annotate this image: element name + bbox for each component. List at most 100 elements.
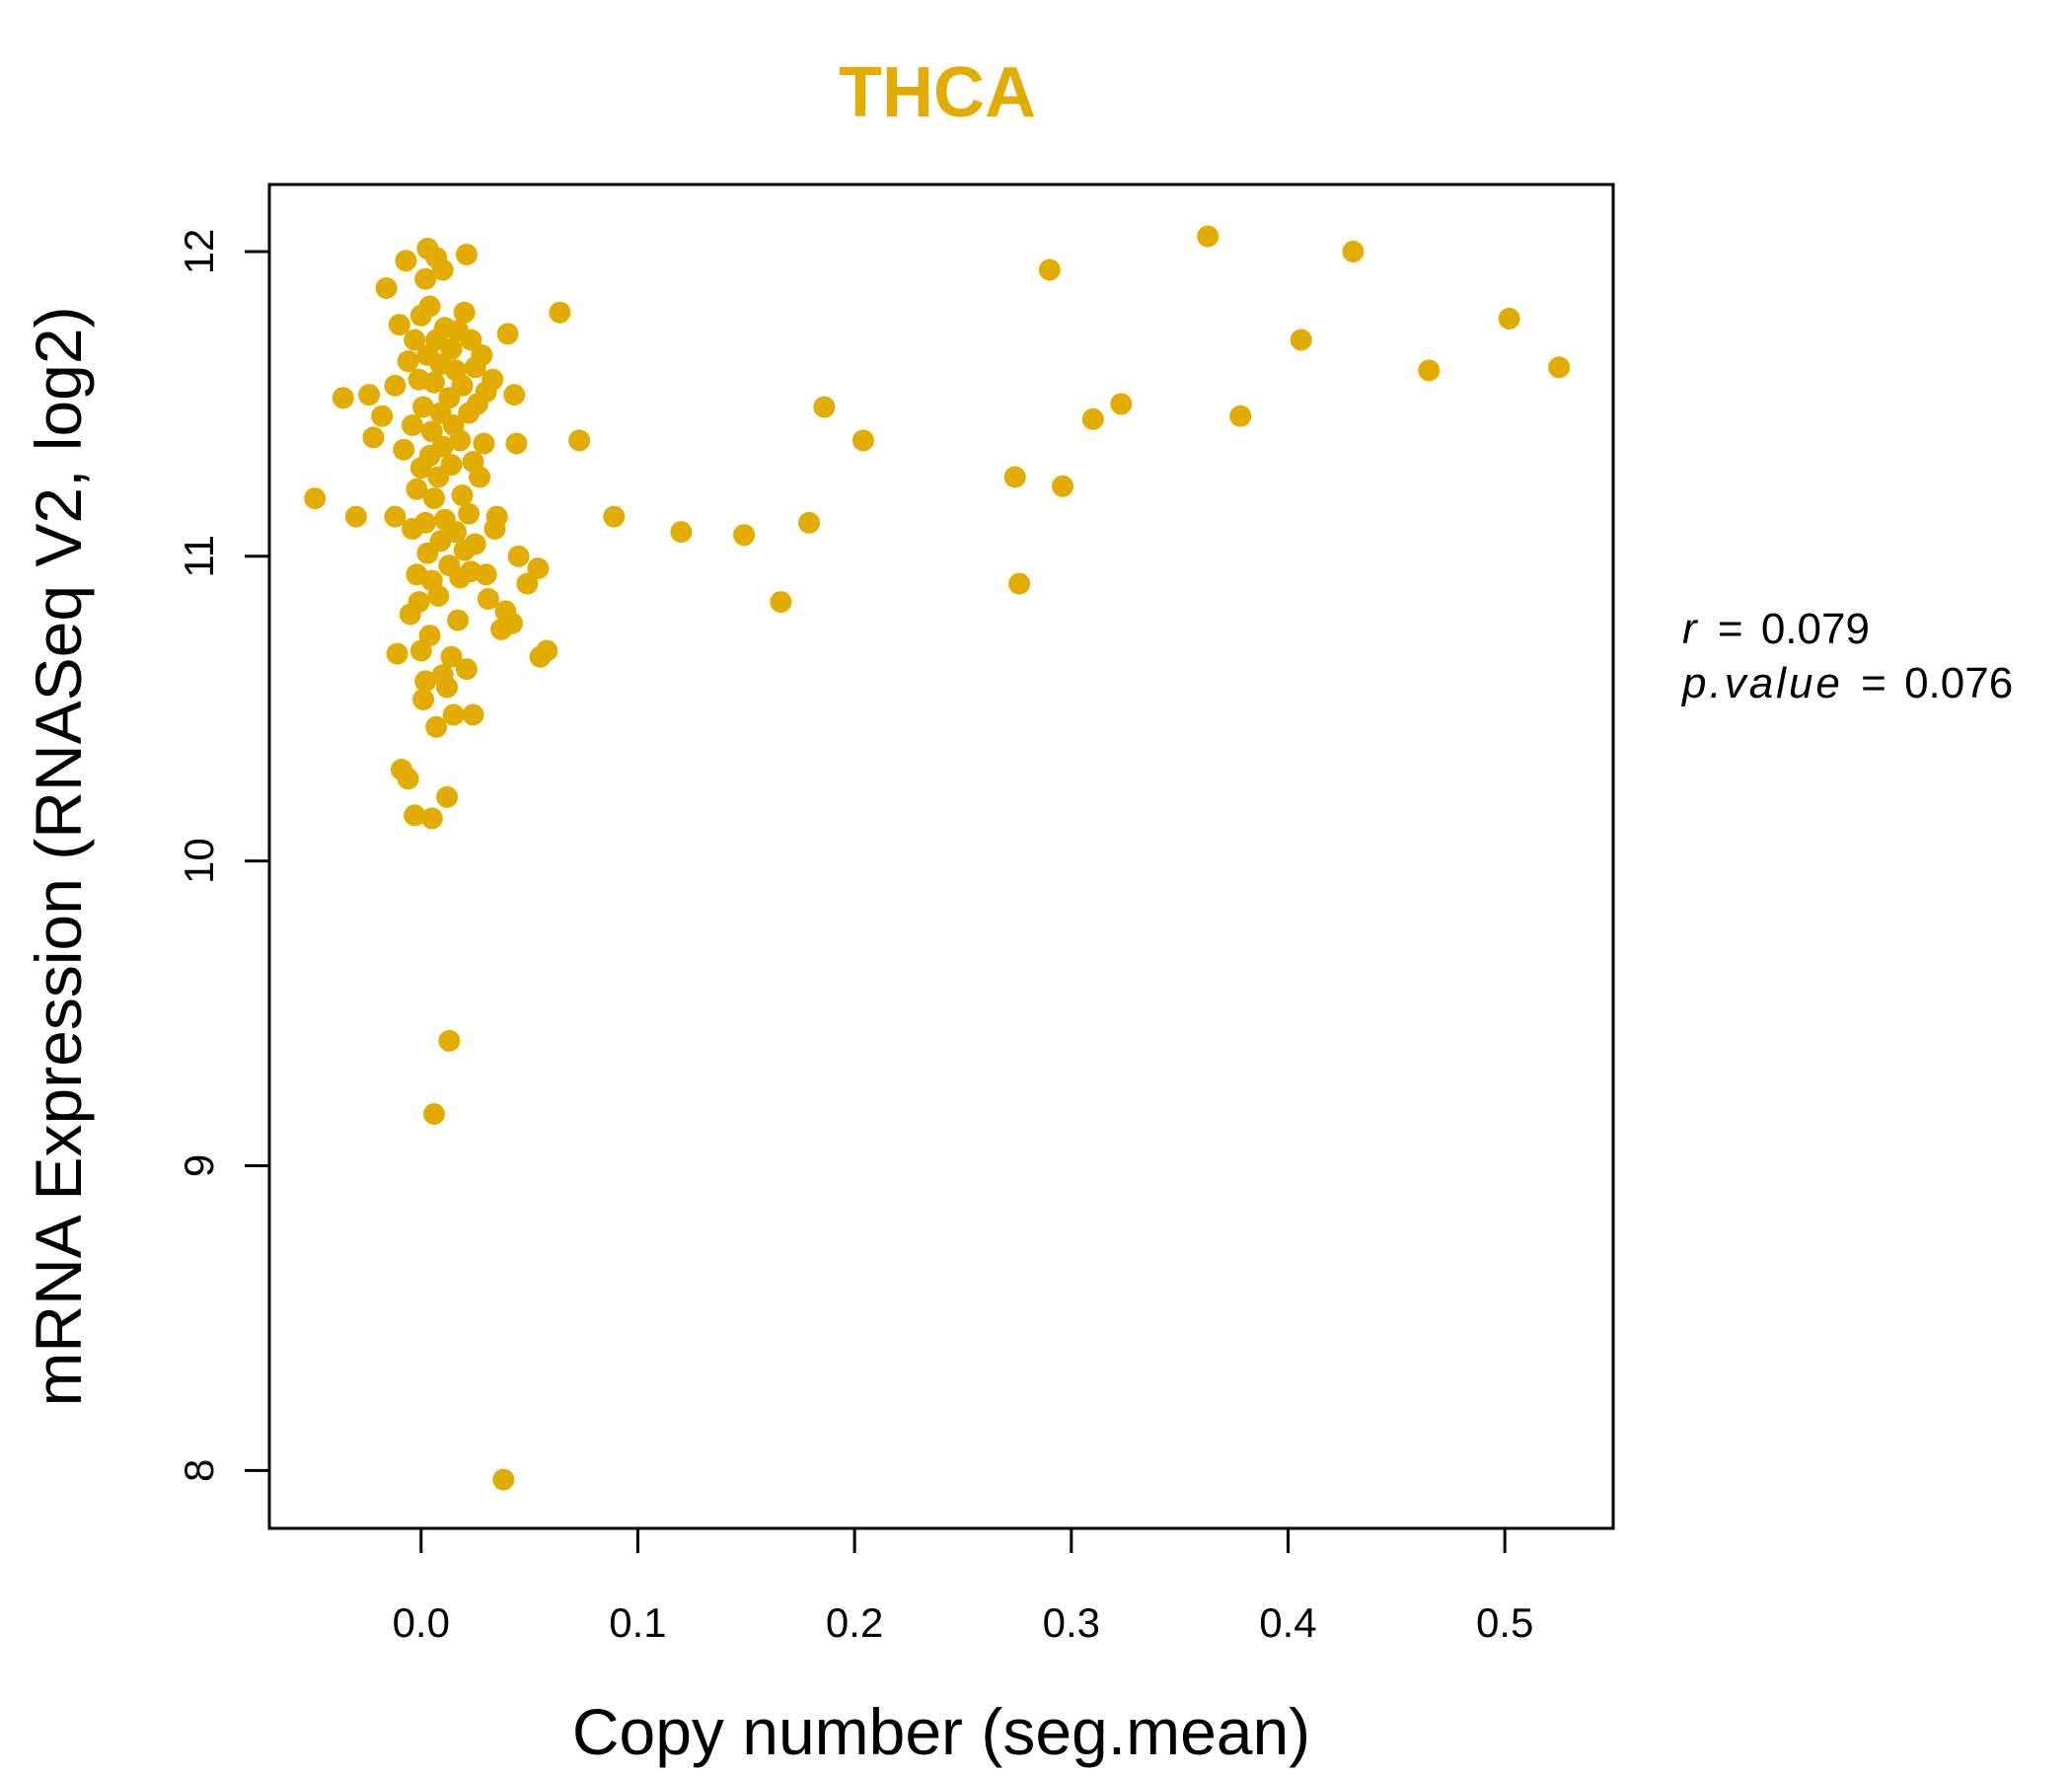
data-point: [388, 314, 410, 336]
data-point: [496, 323, 519, 345]
data-point: [393, 438, 415, 461]
data-point: [375, 277, 398, 299]
data-point: [1548, 356, 1571, 379]
data-point: [1038, 259, 1061, 281]
data-point: [492, 1468, 515, 1491]
data-point: [444, 521, 467, 544]
data-point: [414, 267, 437, 290]
data-point: [481, 368, 504, 391]
data-point: [455, 658, 478, 681]
y-tick-label: 12: [176, 229, 222, 275]
r-symbol: r: [1682, 605, 1700, 653]
data-point: [442, 703, 465, 726]
data-point: [412, 396, 434, 418]
data-point: [423, 371, 445, 394]
data-point: [371, 405, 394, 427]
data-point: [427, 584, 450, 607]
data-point: [414, 511, 437, 534]
data-point: [451, 374, 474, 397]
data-point: [603, 505, 626, 528]
data-point: [527, 557, 550, 580]
data-points: [304, 225, 1571, 1491]
data-point: [436, 676, 459, 699]
data-point: [770, 591, 792, 614]
x-tick-label: 0.4: [1259, 1599, 1316, 1646]
data-point: [431, 435, 454, 458]
data-point: [344, 505, 367, 528]
p-equals: =: [1861, 659, 1887, 707]
data-point: [1498, 307, 1520, 330]
data-point: [1052, 475, 1073, 497]
data-point: [362, 426, 385, 449]
y-tick-label: 9: [176, 1154, 222, 1177]
data-point: [397, 350, 419, 373]
chart-title: THCA: [839, 53, 1036, 132]
data-point: [304, 487, 327, 510]
data-point: [384, 374, 407, 397]
data-point: [440, 337, 463, 360]
data-point: [568, 429, 591, 452]
data-point: [1081, 407, 1104, 430]
data-point: [447, 609, 470, 631]
data-point: [425, 715, 448, 738]
data-point: [1008, 572, 1031, 595]
data-point: [386, 642, 408, 665]
data-point: [455, 244, 478, 265]
x-tick-label: 0.1: [609, 1599, 666, 1646]
data-point: [458, 502, 481, 525]
r-value: 0.079: [1761, 605, 1870, 653]
data-point: [501, 612, 523, 634]
data-point: [485, 505, 508, 528]
data-point: [453, 301, 476, 324]
data-point: [449, 429, 472, 452]
data-point: [407, 591, 430, 614]
data-point: [438, 1029, 461, 1052]
p-value-symbol: p.value: [1680, 659, 1843, 707]
data-point: [851, 429, 874, 452]
data-point: [395, 250, 417, 272]
data-point: [431, 259, 454, 281]
data-point: [1342, 240, 1365, 262]
data-point: [420, 420, 443, 443]
data-point: [813, 396, 836, 418]
data-point: [471, 344, 493, 366]
data-point: [423, 1103, 445, 1125]
data-point: [505, 432, 528, 455]
y-axis-label: mRNA Expression (RNASeq V2, log2): [22, 306, 95, 1406]
y-tick-label: 8: [176, 1459, 222, 1482]
data-point: [1110, 393, 1133, 415]
data-point: [414, 670, 437, 693]
data-point: [733, 524, 756, 547]
data-point: [418, 295, 441, 318]
data-point: [516, 572, 539, 595]
p-value-stat: p.value = 0.076: [1680, 659, 2013, 707]
data-point: [402, 414, 423, 436]
x-axis: 0.0 0.1 0.2 0.3 0.4 0.5: [393, 1526, 1533, 1646]
data-point: [451, 484, 474, 506]
data-point: [418, 625, 441, 647]
data-point: [358, 384, 381, 407]
data-point: [475, 563, 497, 586]
x-tick-label: 0.0: [393, 1599, 450, 1646]
y-tick-label: 10: [176, 838, 222, 884]
data-point: [670, 521, 693, 544]
x-tick-label: 0.3: [1043, 1599, 1100, 1646]
data-point: [477, 588, 499, 610]
data-point: [469, 466, 491, 488]
r-equals: =: [1718, 605, 1743, 653]
data-point: [1418, 359, 1441, 382]
data-point: [473, 432, 495, 455]
data-point: [462, 703, 484, 726]
data-point: [1197, 225, 1220, 248]
data-point: [420, 807, 443, 830]
x-tick-label: 0.2: [826, 1599, 883, 1646]
r-stat: r = 0.079: [1682, 605, 1870, 653]
data-point: [397, 768, 419, 790]
stats-annotation: r = 0.079 p.value = 0.076: [1680, 605, 2013, 707]
data-point: [549, 301, 571, 324]
data-point: [464, 533, 486, 555]
x-tick-label: 0.5: [1476, 1599, 1533, 1646]
data-point: [436, 785, 459, 808]
data-point: [460, 329, 482, 351]
